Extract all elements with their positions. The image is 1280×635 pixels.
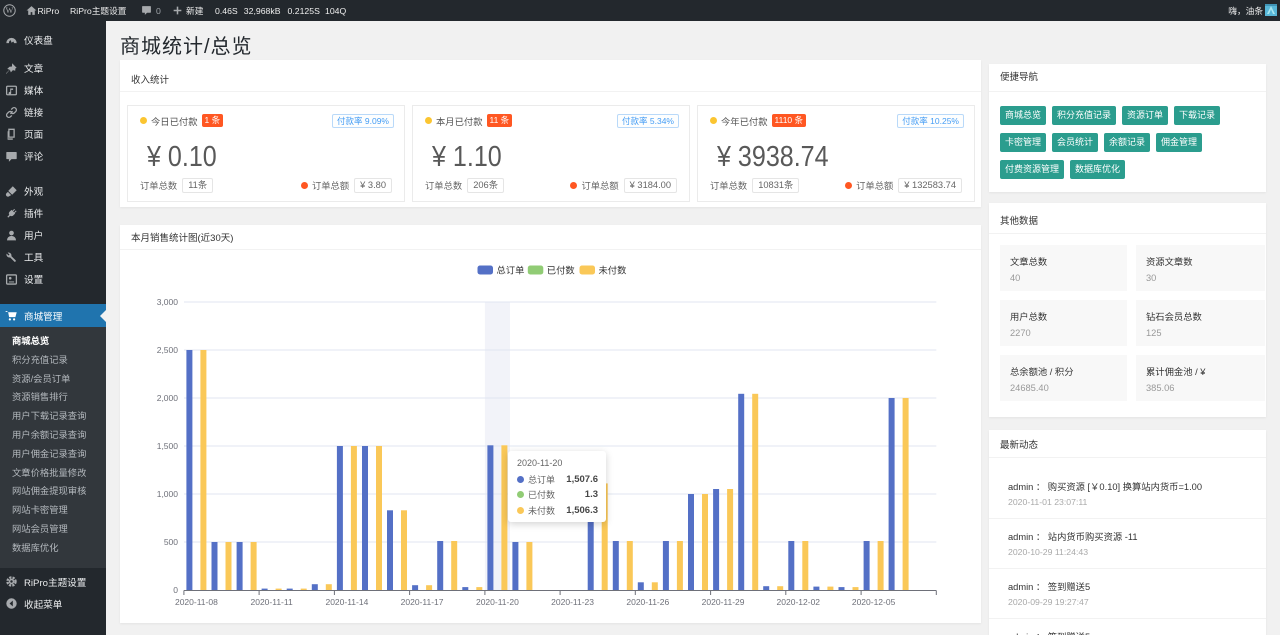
svg-text:2020-12-02: 2020-12-02 bbox=[777, 597, 821, 607]
svg-text:W: W bbox=[6, 6, 14, 15]
svg-text:2020-11-26: 2020-11-26 bbox=[626, 597, 669, 607]
svg-text:2020-11-17: 2020-11-17 bbox=[401, 597, 444, 607]
svg-text:总订单: 总订单 bbox=[497, 265, 525, 276]
svg-text:1,500: 1,500 bbox=[157, 441, 179, 451]
svg-text:1,000: 1,000 bbox=[157, 489, 179, 499]
svg-text:2,500: 2,500 bbox=[157, 345, 179, 355]
svg-text:3,000: 3,000 bbox=[157, 297, 179, 307]
svg-text:2020-11-29: 2020-11-29 bbox=[702, 597, 745, 607]
svg-text:500: 500 bbox=[164, 537, 178, 547]
svg-text:2,000: 2,000 bbox=[157, 393, 179, 403]
svg-text:已付数: 已付数 bbox=[547, 265, 576, 276]
svg-text:2020-12-05: 2020-12-05 bbox=[852, 597, 896, 607]
svg-text:2020-11-14: 2020-11-14 bbox=[325, 597, 368, 607]
svg-text:2020-11-20: 2020-11-20 bbox=[476, 597, 519, 607]
svg-text:2020-11-23: 2020-11-23 bbox=[551, 597, 594, 607]
svg-text:2020-11-08: 2020-11-08 bbox=[175, 597, 218, 607]
svg-text:0: 0 bbox=[173, 585, 178, 595]
svg-text:未付数: 未付数 bbox=[599, 265, 628, 276]
svg-text:2020-11-11: 2020-11-11 bbox=[250, 597, 292, 607]
